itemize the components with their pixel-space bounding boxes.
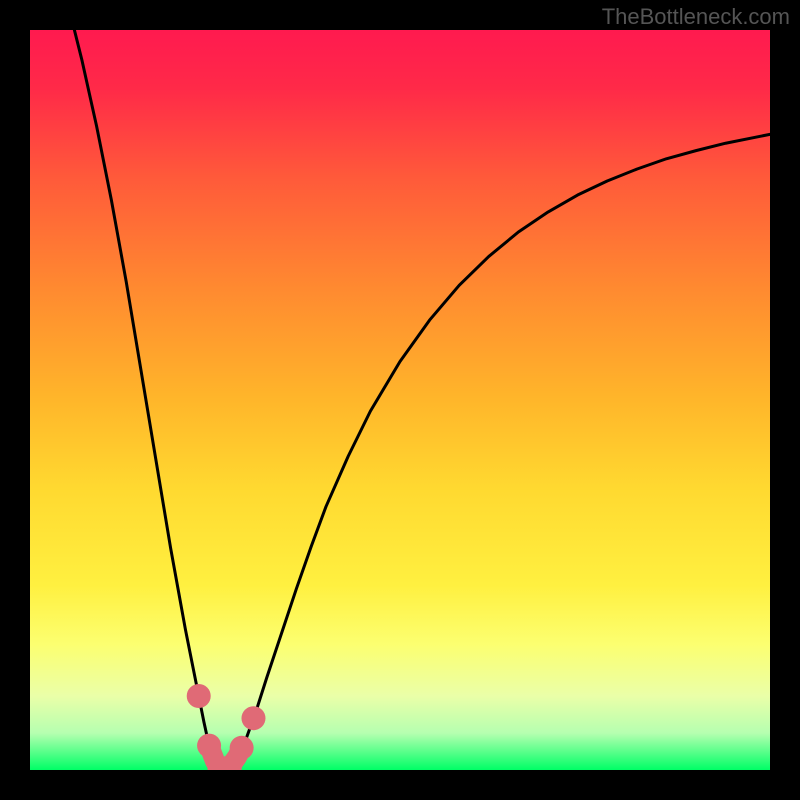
watermark-text: TheBottleneck.com [602,4,790,30]
marker-dot [197,734,221,758]
marker-dot [230,736,254,760]
plot-background [30,30,770,770]
bottleneck-chart [0,0,800,800]
marker-dot [187,684,211,708]
marker-dot [241,706,265,730]
